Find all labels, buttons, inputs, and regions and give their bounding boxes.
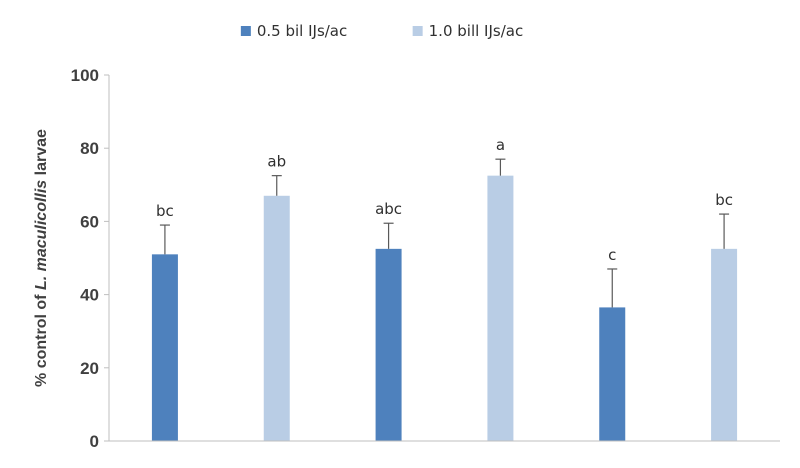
error-bar: [159, 224, 170, 255]
bar: [711, 248, 738, 441]
y-axis-label-prefix: % control of: [33, 290, 50, 387]
y-tick-label: 80: [80, 139, 99, 158]
y-tick-label: 0: [90, 432, 99, 451]
error-bar: [383, 222, 394, 249]
legend: 0.5 bil IJs/ac 1.0 bill IJs/ac: [240, 22, 524, 40]
significance-label: abc: [375, 200, 402, 218]
y-tick-label: 100: [71, 66, 99, 85]
bars: bc ab abc a c bc: [151, 136, 738, 441]
y-tick-label: 60: [80, 212, 99, 231]
legend-label: 1.0 bill IJs/ac: [429, 22, 524, 40]
bar: [263, 195, 290, 441]
legend-label: 0.5 bil IJs/ac: [257, 22, 347, 40]
error-bar: [271, 175, 282, 196]
y-tick-label: 40: [80, 286, 99, 305]
significance-label: ab: [267, 153, 286, 171]
significance-label: bc: [156, 202, 174, 220]
error-bar: [719, 213, 730, 249]
legend-item: 0.5 bil IJs/ac: [240, 22, 347, 40]
significance-label: c: [608, 246, 616, 264]
y-axis-label: % control of L. maculicollis larvae: [33, 129, 50, 387]
bar: [599, 307, 626, 441]
legend-swatch: [240, 26, 251, 36]
y-axis-label-species: L. maculicollis: [33, 180, 50, 290]
significance-label: a: [496, 136, 505, 154]
bar: [487, 175, 514, 441]
error-bar: [495, 158, 506, 176]
y-tick-label: 20: [80, 359, 99, 378]
legend-item: 1.0 bill IJs/ac: [412, 22, 524, 40]
y-axis: 0 20 40 60 80 100: [71, 66, 110, 451]
bar: [375, 248, 402, 441]
bar: [151, 254, 178, 441]
y-axis-label-suffix: larvae: [33, 129, 50, 180]
error-bar: [607, 268, 618, 308]
significance-label: bc: [715, 191, 733, 209]
legend-swatch: [412, 26, 423, 36]
